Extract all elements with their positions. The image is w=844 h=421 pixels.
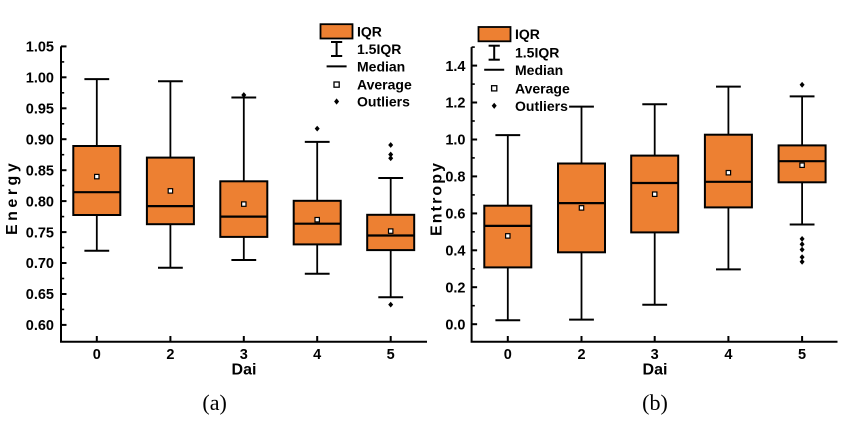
svg-text:Dai: Dai	[232, 362, 257, 379]
svg-text:0.8: 0.8	[445, 170, 465, 186]
svg-text:2: 2	[166, 347, 174, 363]
svg-text:0.4: 0.4	[445, 244, 465, 260]
svg-text:5: 5	[798, 347, 806, 363]
svg-text:Outliers: Outliers	[515, 98, 568, 114]
svg-text:0.75: 0.75	[26, 225, 54, 241]
svg-text:(b): (b)	[642, 390, 668, 415]
svg-text:1.2: 1.2	[445, 96, 465, 112]
svg-text:Median: Median	[515, 62, 563, 78]
svg-text:2: 2	[577, 347, 585, 363]
svg-text:0: 0	[504, 347, 512, 363]
svg-text:IQR: IQR	[357, 23, 382, 39]
svg-text:Energy: Energy	[4, 160, 21, 235]
svg-text:4: 4	[313, 347, 321, 363]
svg-text:Average: Average	[515, 80, 570, 96]
svg-text:0.70: 0.70	[26, 256, 54, 272]
svg-text:0.60: 0.60	[26, 318, 54, 334]
svg-text:1.0: 1.0	[445, 133, 465, 149]
svg-text:(a): (a)	[202, 390, 226, 415]
svg-text:3: 3	[240, 347, 248, 363]
svg-text:1.5IQR: 1.5IQR	[357, 41, 401, 57]
svg-text:0.6: 0.6	[445, 207, 465, 223]
svg-text:0.95: 0.95	[26, 102, 54, 118]
svg-text:0.90: 0.90	[26, 132, 54, 148]
svg-text:0.2: 0.2	[445, 280, 465, 296]
svg-text:3: 3	[651, 347, 659, 363]
svg-text:IQR: IQR	[515, 26, 540, 42]
svg-text:1.00: 1.00	[26, 71, 54, 87]
svg-text:0.0: 0.0	[445, 317, 465, 333]
svg-text:Entropy: Entropy	[429, 161, 446, 236]
svg-text:1.05: 1.05	[26, 40, 54, 56]
svg-text:1.4: 1.4	[445, 59, 465, 75]
svg-text:Outliers: Outliers	[357, 94, 410, 110]
svg-text:Dai: Dai	[643, 362, 668, 379]
svg-text:1.5IQR: 1.5IQR	[515, 45, 559, 61]
svg-text:Median: Median	[357, 58, 405, 74]
svg-text:0.65: 0.65	[26, 287, 54, 303]
svg-text:5: 5	[387, 347, 395, 363]
svg-text:0: 0	[93, 347, 101, 363]
svg-text:Average: Average	[357, 77, 412, 93]
svg-text:4: 4	[724, 347, 732, 363]
svg-text:0.80: 0.80	[26, 194, 54, 210]
svg-text:0.85: 0.85	[26, 163, 54, 179]
